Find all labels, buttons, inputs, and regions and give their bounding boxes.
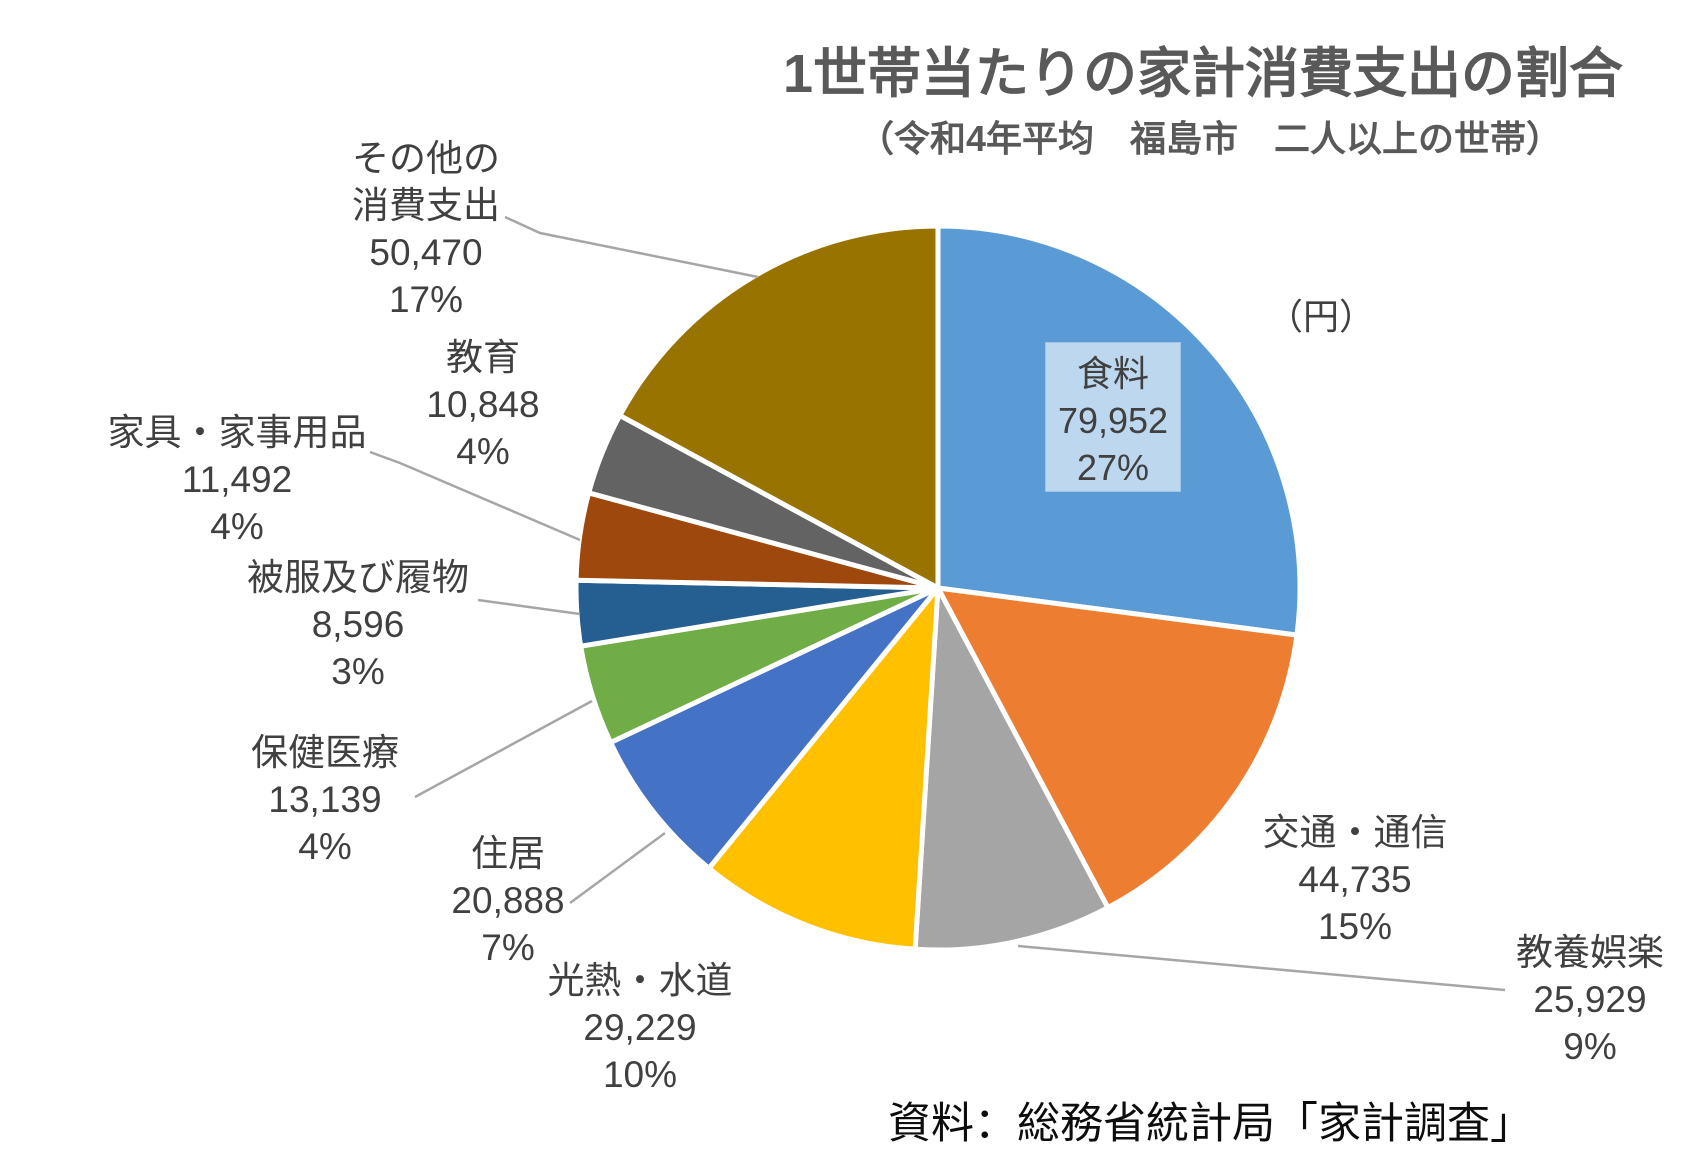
pie-slices-group — [573, 223, 1303, 953]
leader-line-clothing — [477, 598, 581, 616]
pie-slice-utilities — [706, 585, 941, 952]
callout-label-transport-communication: 交通・通信 — [1262, 812, 1448, 853]
leader-line-housing — [569, 831, 666, 905]
callout-value-transport-communication: 44,735 — [1298, 859, 1412, 900]
callout-clothing: 被服及び履物 8,596 3% — [247, 554, 469, 695]
callout-percent-transport-communication: 15% — [1317, 906, 1393, 947]
callout-label-medical: 保健医療 — [251, 732, 399, 773]
page-title: 1世帯当たりの家計消費支出の割合 — [782, 44, 1624, 104]
callout-percent-education: 4% — [456, 431, 510, 472]
callout-percent-housing: 7% — [481, 927, 535, 968]
callout-label-education: 教育 — [445, 337, 520, 378]
page-subtitle: （令和4年平均 福島市 二人以上の世帯） — [857, 118, 1563, 159]
leader-line-medical — [414, 699, 593, 799]
callout-value-clothing: 8,596 — [311, 604, 405, 645]
callout-value-culture-recreation: 25,929 — [1533, 979, 1647, 1020]
source-note: 資料：総務省統計局「家計調査」 — [888, 1100, 1533, 1148]
callout-value-housing: 20,888 — [451, 880, 565, 921]
callout-value-food: 79,952 — [1057, 399, 1169, 441]
unit-note: （円） — [1266, 296, 1376, 337]
pie-slice-transport-communication — [935, 585, 1300, 911]
callout-food: 食料 79,952 27% — [1045, 342, 1181, 492]
leader-line-culture-recreation — [1017, 944, 1506, 992]
callout-furniture: 家具・家事用品 11,492 4% — [108, 409, 367, 550]
callout-label-housing: 住居 — [470, 833, 545, 874]
callout-label-food: 食料 — [1076, 352, 1149, 394]
callout-percent-culture-recreation: 9% — [1563, 1026, 1617, 1067]
callout-value-medical: 13,139 — [268, 779, 382, 820]
callout-value-other: 50,470 — [369, 232, 483, 273]
leader-line-other — [504, 215, 759, 279]
callout-label-furniture: 家具・家事用品 — [107, 412, 367, 453]
callout-percent-utilities: 10% — [602, 1054, 678, 1095]
callout-label-culture-recreation: 教養娯楽 — [1516, 932, 1664, 973]
callout-label-utilities: 光熱・水道 — [547, 960, 733, 1001]
callout-percent-medical: 4% — [298, 826, 352, 867]
callout-housing: 住居 20,888 7% — [451, 830, 564, 971]
pie-slice-culture-recreation — [912, 585, 1111, 953]
callout-culture-recreation: 教養娯楽 25,929 9% — [1516, 929, 1664, 1070]
callout-percent-food: 27% — [1076, 446, 1150, 488]
pie-slice-housing — [608, 585, 941, 871]
leader-line-furniture — [369, 450, 581, 542]
callout-transport-communication: 交通・通信 44,735 15% — [1263, 809, 1448, 950]
callout-value-utilities: 29,229 — [583, 1007, 697, 1048]
callout-percent-other: 17% — [388, 279, 464, 320]
callout-education: 教育 10,848 4% — [426, 334, 539, 475]
callout-percent-clothing: 3% — [331, 651, 385, 692]
callout-value-education: 10,848 — [426, 384, 540, 425]
callout-utilities: 光熱・水道 29,229 10% — [548, 957, 733, 1098]
callout-percent-furniture: 4% — [210, 506, 264, 547]
callout-other: その他の消費支出 50,470 17% — [352, 135, 500, 323]
callout-label-other: その他の — [352, 138, 500, 179]
callout-label-clothing: 被服及び履物 — [247, 557, 469, 598]
callout-label-other: 消費支出 — [352, 185, 500, 226]
leader-lines-group — [369, 215, 1506, 992]
callout-value-furniture: 11,492 — [181, 459, 293, 500]
callout-medical: 保健医療 13,139 4% — [251, 729, 399, 870]
